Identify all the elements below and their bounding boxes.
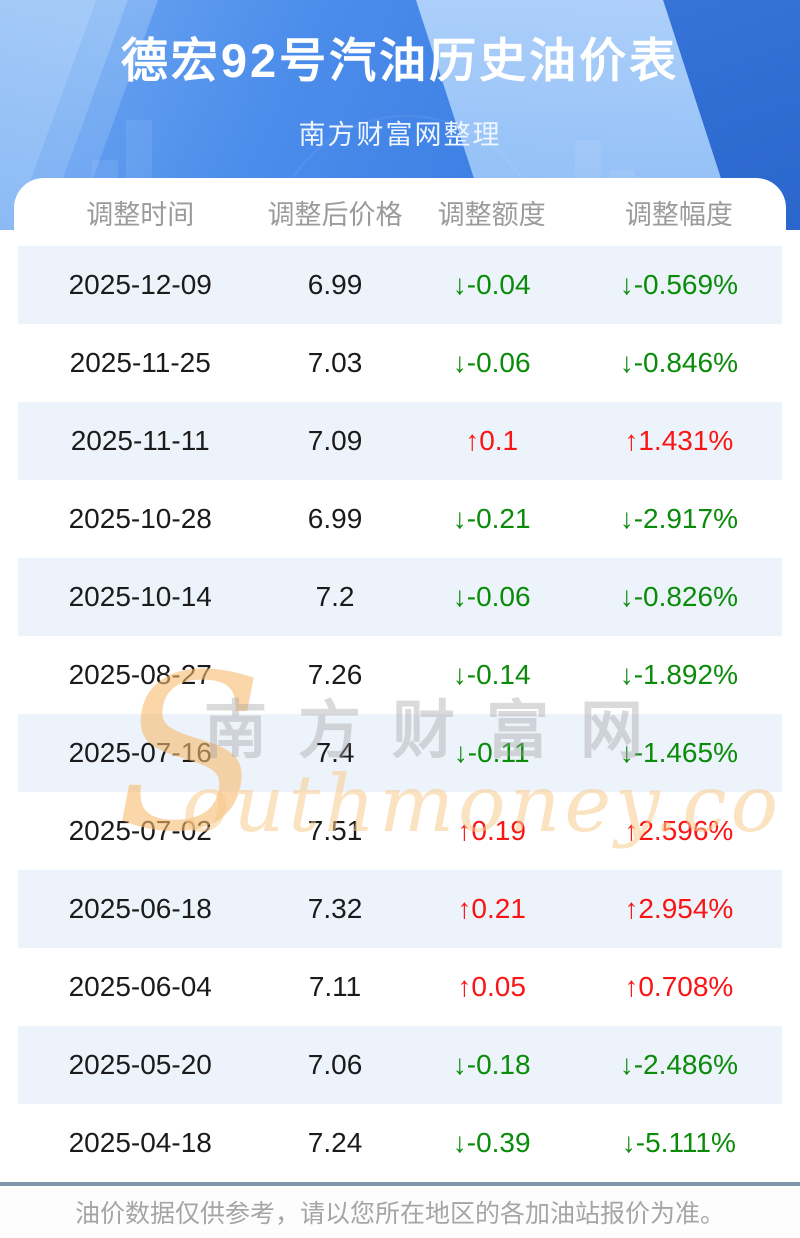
cell-price: 7.24	[307, 1127, 363, 1158]
cell-date: 2025-10-28	[68, 503, 212, 534]
table-row: 2025-10-28 6.99 ↓-0.21 ↓-2.917%	[18, 480, 782, 558]
table-row: 2025-11-11 7.09 ↑0.1 ↑1.431%	[18, 402, 782, 480]
cell-date: 2025-07-02	[68, 815, 212, 846]
column-header-price: 调整后价格	[267, 199, 403, 230]
cell-change: ↑0.19	[457, 815, 526, 846]
cell-date: 2025-11-25	[69, 347, 211, 378]
price-table-body: 2025-12-09 6.99 ↓-0.04 ↓-0.569% 2025-11-…	[18, 246, 782, 1182]
cell-date: 2025-04-18	[68, 1127, 212, 1158]
cell-pct: ↑0.708%	[624, 971, 734, 1002]
table-row: 2025-05-20 7.06 ↓-0.18 ↓-2.486%	[18, 1026, 782, 1104]
cell-price: 7.4	[315, 737, 355, 768]
cell-price: 7.26	[307, 659, 363, 690]
cell-price: 6.99	[307, 269, 363, 300]
cell-change: ↑0.1	[465, 425, 519, 456]
column-header-change: 调整额度	[437, 199, 546, 230]
cell-price: 7.09	[307, 425, 363, 456]
footer-note: 油价数据仅供参考，请以您所在地区的各加油站报价为准。	[0, 1186, 800, 1238]
cell-price: 6.99	[307, 503, 363, 534]
cell-change: ↓-0.06	[452, 581, 531, 612]
cell-change: ↓-0.21	[452, 503, 531, 534]
cell-pct: ↓-2.486%	[619, 1049, 738, 1080]
cell-pct: ↓-0.569%	[619, 269, 738, 300]
table-header-row: 调整时间 调整后价格 调整额度 调整幅度	[18, 178, 782, 246]
table-row: 2025-06-18 7.32 ↑0.21 ↑2.954%	[18, 870, 782, 948]
table-row: 2025-11-25 7.03 ↓-0.06 ↓-0.846%	[18, 324, 782, 402]
cell-pct: ↑2.954%	[624, 893, 734, 924]
cell-change: ↓-0.18	[452, 1049, 531, 1080]
cell-change: ↓-0.04	[452, 269, 531, 300]
cell-change: ↑0.21	[457, 893, 526, 924]
cell-date: 2025-08-27	[68, 659, 212, 690]
cell-price: 7.2	[315, 581, 355, 612]
cell-change: ↓-0.14	[452, 659, 531, 690]
page-subtitle: 南方财富网整理	[298, 120, 502, 150]
footer-divider	[0, 1182, 800, 1186]
page-title: 德宏92号汽油历史油价表	[120, 34, 680, 87]
cell-date: 2025-12-09	[68, 269, 212, 300]
price-table-card: 调整时间 调整后价格 调整额度 调整幅度 2025-12-09 6.99 ↓-0…	[14, 178, 786, 1182]
cell-pct: ↓-5.111%	[621, 1127, 736, 1158]
table-row: 2025-10-14 7.2 ↓-0.06 ↓-0.826%	[18, 558, 782, 636]
cell-date: 2025-05-20	[68, 1049, 212, 1080]
cell-price: 7.11	[308, 971, 362, 1002]
cell-change: ↓-0.39	[452, 1127, 531, 1158]
cell-date: 2025-06-18	[68, 893, 212, 924]
cell-pct: ↓-1.892%	[619, 659, 738, 690]
cell-change: ↓-0.11	[453, 737, 530, 768]
cell-price: 7.03	[307, 347, 363, 378]
cell-pct: ↓-1.465%	[619, 737, 738, 768]
table-row: 2025-12-09 6.99 ↓-0.04 ↓-0.569%	[18, 246, 782, 324]
cell-change: ↓-0.06	[452, 347, 531, 378]
table-row: 2025-08-27 7.26 ↓-0.14 ↓-1.892%	[18, 636, 782, 714]
cell-pct: ↓-0.826%	[619, 581, 738, 612]
cell-price: 7.06	[307, 1049, 363, 1080]
cell-change: ↑0.05	[457, 971, 526, 1002]
cell-pct: ↓-2.917%	[619, 503, 738, 534]
cell-date: 2025-10-14	[68, 581, 212, 612]
cell-pct: ↓-0.846%	[619, 347, 738, 378]
table-row: 2025-07-16 7.4 ↓-0.11 ↓-1.465%	[18, 714, 782, 792]
cell-price: 7.32	[307, 893, 363, 924]
cell-date: 2025-07-16	[68, 737, 212, 768]
cell-date: 2025-11-11	[70, 425, 210, 456]
cell-pct: ↑2.596%	[624, 815, 734, 846]
column-header-pct: 调整幅度	[624, 199, 733, 230]
cell-price: 7.51	[307, 815, 363, 846]
cell-pct: ↑1.431%	[624, 425, 734, 456]
table-row: 2025-07-02 7.51 ↑0.19 ↑2.596%	[18, 792, 782, 870]
table-row: 2025-04-18 7.24 ↓-0.39 ↓-5.111%	[18, 1104, 782, 1182]
cell-date: 2025-06-04	[68, 971, 212, 1002]
table-row: 2025-06-04 7.11 ↑0.05 ↑0.708%	[18, 948, 782, 1026]
column-header-date: 调整时间	[86, 199, 195, 230]
